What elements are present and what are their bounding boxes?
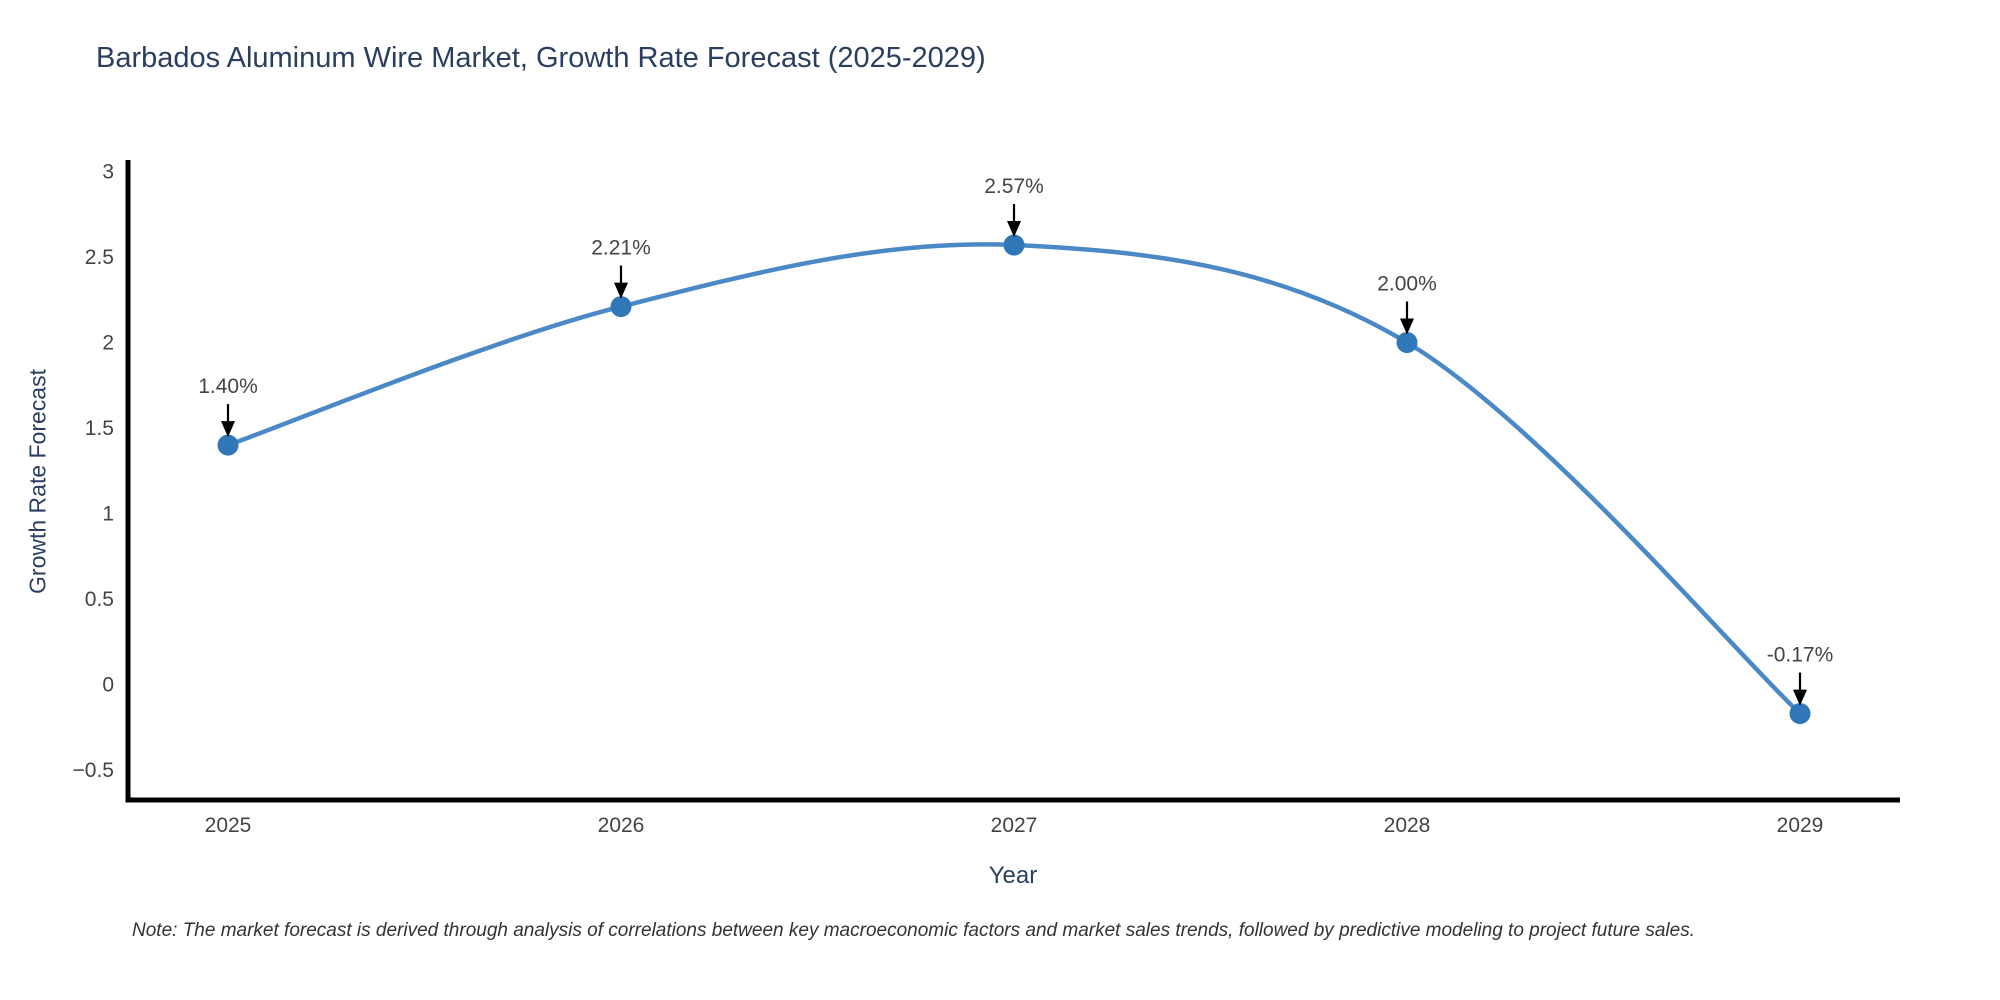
y-tick-label: 0.5 [85,588,114,611]
data-label: 2.57% [984,175,1044,198]
data-point-marker [217,434,239,456]
data-label: 2.21% [591,237,651,260]
data-point-marker [610,296,632,318]
data-label: 1.40% [198,375,258,398]
data-point-marker [1003,234,1025,256]
forecast-line [225,242,1803,716]
x-tick-label: 2029 [1777,814,1824,837]
annotation-arrowhead [221,421,235,438]
annotation-arrowhead [1793,689,1807,706]
annotation-arrowhead [1400,318,1414,335]
x-tick-label: 2028 [1384,814,1431,837]
x-tick-label: 2026 [598,814,645,837]
y-tick-label: 2 [102,332,114,355]
annotation-arrowhead [1007,221,1021,238]
y-tick-label: −0.5 [73,759,114,782]
y-tick-label: 0 [102,674,114,697]
y-tick-label: 1 [102,503,114,526]
annotation-arrowhead [614,282,628,299]
y-tick-label: 1.5 [85,417,114,440]
x-tick-label: 2027 [991,814,1038,837]
data-label: 2.00% [1377,273,1437,296]
data-point-marker [1396,332,1418,353]
data-point-marker [1789,703,1811,725]
x-axis-title: Year [988,862,1038,889]
footnote: Note: The market forecast is derived thr… [132,920,1695,941]
data-label: -0.17% [1767,644,1834,667]
y-tick-label: 2.5 [85,246,114,269]
x-tick-label: 2025 [205,814,252,837]
chart-title: Barbados Aluminum Wire Market, Growth Ra… [96,42,986,74]
y-tick-label: 3 [102,161,114,184]
